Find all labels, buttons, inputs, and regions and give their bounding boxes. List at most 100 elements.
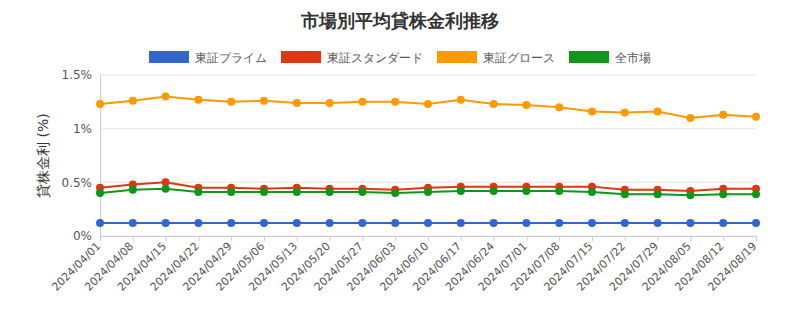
point — [522, 187, 530, 195]
x-tick-mark — [428, 236, 429, 241]
x-tick: 2024/08/19 — [705, 236, 759, 294]
point — [490, 187, 498, 195]
x-tick-mark — [592, 236, 593, 241]
legend-item: 東証スタンダード — [281, 51, 423, 65]
point — [96, 100, 104, 108]
legend-label: 東証プライム — [195, 51, 267, 65]
series-line — [100, 96, 756, 117]
point — [326, 99, 334, 107]
chart-container: 市場別平均貸株金利推移 0% 0.5% 1% 1.5% 2024/04/012024/04… — [0, 0, 800, 320]
legend-item: 全市場 — [569, 51, 651, 65]
point — [194, 188, 202, 196]
point — [490, 219, 498, 227]
legend-swatch — [437, 51, 477, 63]
point — [424, 219, 432, 227]
x-tick-mark — [198, 236, 199, 241]
point — [621, 109, 629, 117]
x-tick-mark — [723, 236, 724, 241]
point — [457, 96, 465, 104]
point — [752, 113, 760, 121]
point — [358, 98, 366, 106]
title: 市場別平均貸株金利推移 — [300, 10, 499, 31]
legend-label: 東証グロース — [483, 51, 555, 65]
x-tick-mark — [625, 236, 626, 241]
point — [227, 98, 235, 106]
point — [719, 190, 727, 198]
grid-line — [100, 75, 756, 76]
point — [129, 186, 137, 194]
point — [457, 219, 465, 227]
x-tick-mark — [690, 236, 691, 241]
point — [555, 187, 563, 195]
legend-swatch — [569, 51, 609, 63]
y-tick-label: 0% — [73, 229, 92, 243]
point — [752, 219, 760, 227]
point — [260, 188, 268, 196]
series — [96, 92, 760, 121]
point — [194, 219, 202, 227]
y-tick: 0% — [73, 229, 100, 243]
point — [457, 187, 465, 195]
x-tick-mark — [362, 236, 363, 241]
grid — [100, 75, 756, 236]
legend: 東証プライム 東証スタンダード 東証グロース 全市場 — [149, 51, 651, 65]
series-group — [96, 92, 760, 227]
point — [391, 219, 399, 227]
point — [588, 219, 596, 227]
legend-item: 東証プライム — [149, 51, 267, 65]
series — [96, 185, 760, 199]
x-axis-line — [101, 237, 757, 242]
y-tick-label: 1% — [73, 122, 92, 136]
point — [162, 185, 170, 193]
x-tick-mark — [395, 236, 396, 241]
y-tick-label: 1.5% — [62, 68, 93, 82]
point — [358, 219, 366, 227]
point — [293, 99, 301, 107]
x-tick-mark — [133, 236, 134, 241]
grid-line — [100, 128, 756, 129]
point — [588, 188, 596, 196]
x-tick-mark — [231, 236, 232, 241]
point — [522, 101, 530, 109]
point — [326, 188, 334, 196]
plot: 0% 0.5% 1% 1.5% 2024/04/012024/04/082024/04/… — [49, 68, 760, 293]
y-tick: 0.5% — [62, 176, 101, 190]
point — [293, 188, 301, 196]
x-tick-label: 2024/08/19 — [705, 240, 759, 294]
point — [227, 219, 235, 227]
x-tick-mark — [756, 236, 757, 241]
x-tick-mark — [166, 236, 167, 241]
y-tick-label: 0.5% — [62, 176, 93, 190]
point — [227, 188, 235, 196]
point — [555, 103, 563, 111]
point — [96, 189, 104, 197]
point — [588, 107, 596, 115]
y-tick: 1% — [73, 122, 100, 136]
point — [719, 111, 727, 119]
point — [555, 219, 563, 227]
x-tick-mark — [494, 236, 495, 241]
y-axis: 0% 0.5% 1% 1.5% — [62, 68, 101, 243]
point — [260, 219, 268, 227]
legend-label: 全市場 — [615, 51, 651, 65]
x-tick-mark — [100, 236, 101, 241]
x-tick-mark — [330, 236, 331, 241]
point — [654, 107, 662, 115]
legend-item: 東証グロース — [437, 51, 555, 65]
x-axis: 2024/04/012024/04/082024/04/152024/04/22… — [49, 236, 759, 294]
point — [162, 92, 170, 100]
legend-swatch — [149, 51, 189, 63]
point — [391, 98, 399, 106]
legend-swatch — [281, 51, 321, 63]
point — [391, 189, 399, 197]
y-tick: 1.5% — [62, 68, 101, 82]
point — [96, 219, 104, 227]
legend-label: 東証スタンダード — [327, 51, 423, 65]
x-tick-mark — [461, 236, 462, 241]
point — [358, 188, 366, 196]
series — [96, 219, 760, 227]
point — [424, 188, 432, 196]
x-tick-mark — [297, 236, 298, 241]
point — [686, 219, 694, 227]
point — [719, 219, 727, 227]
